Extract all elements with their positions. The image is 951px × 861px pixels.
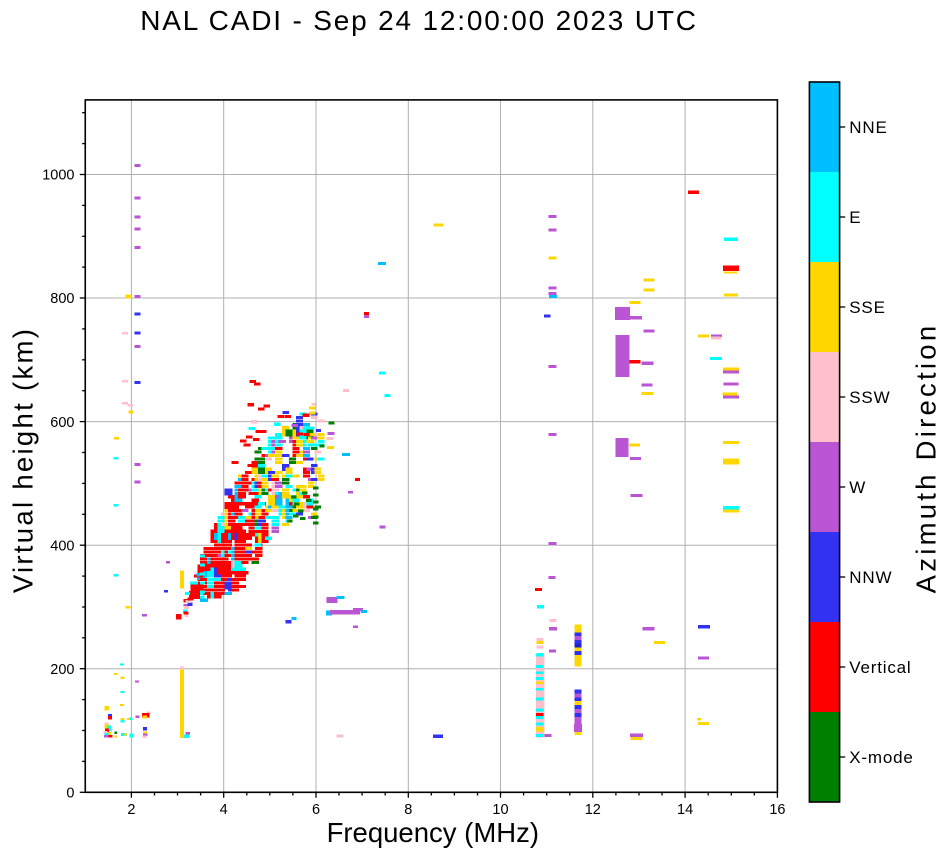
svg-text:NNW: NNW xyxy=(849,568,892,587)
svg-text:14: 14 xyxy=(677,802,693,818)
svg-text:4: 4 xyxy=(220,802,228,818)
svg-text:SSW: SSW xyxy=(849,388,890,407)
svg-text:E: E xyxy=(849,208,861,227)
svg-text:NAL CADI - Sep 24 12:00:00 202: NAL CADI - Sep 24 12:00:00 2023 UTC xyxy=(140,5,698,36)
svg-text:800: 800 xyxy=(50,291,74,307)
svg-text:Virtual height (km): Virtual height (km) xyxy=(8,327,39,593)
svg-text:8: 8 xyxy=(404,802,412,818)
svg-text:400: 400 xyxy=(50,538,74,554)
svg-text:2: 2 xyxy=(127,802,135,818)
svg-text:X-mode: X-mode xyxy=(849,748,913,767)
svg-text:Frequency (MHz): Frequency (MHz) xyxy=(327,817,539,848)
svg-text:Vertical: Vertical xyxy=(849,658,911,677)
svg-text:6: 6 xyxy=(312,802,320,818)
svg-text:W: W xyxy=(849,478,866,497)
svg-text:10: 10 xyxy=(492,802,508,818)
svg-text:600: 600 xyxy=(50,415,74,431)
svg-text:1000: 1000 xyxy=(42,168,74,184)
svg-text:SSE: SSE xyxy=(849,298,885,317)
svg-text:200: 200 xyxy=(50,662,74,678)
svg-text:16: 16 xyxy=(769,802,785,818)
svg-text:NNE: NNE xyxy=(849,118,887,137)
svg-text:Azimuth Direction: Azimuth Direction xyxy=(911,323,942,594)
svg-text:12: 12 xyxy=(585,802,601,818)
svg-text:0: 0 xyxy=(66,786,74,802)
